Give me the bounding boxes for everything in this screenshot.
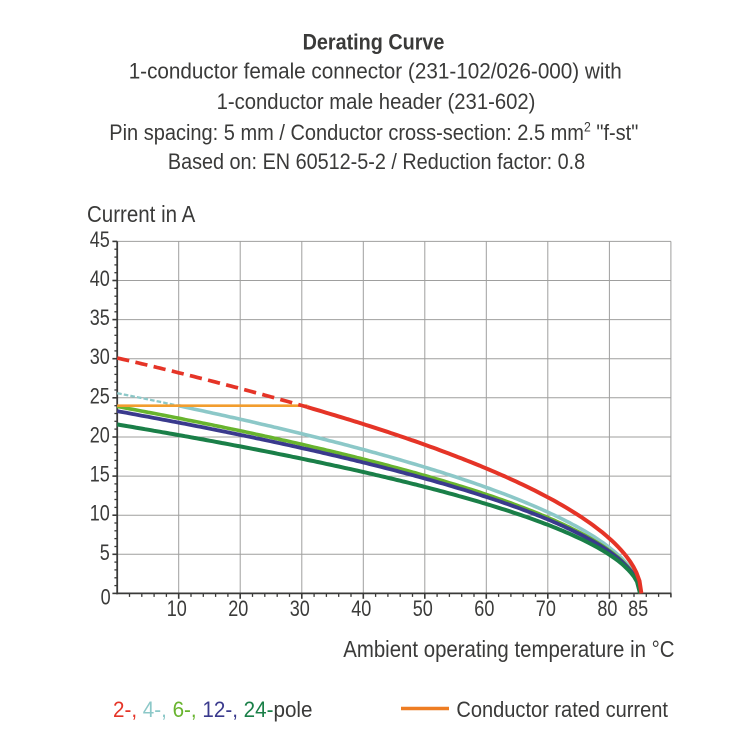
svg-text:Conductor rated current: Conductor rated current <box>456 698 668 722</box>
svg-text:30: 30 <box>290 597 310 621</box>
svg-text:10: 10 <box>167 597 187 621</box>
svg-text:50: 50 <box>413 597 433 621</box>
svg-text:Derating Curve: Derating Curve <box>303 31 445 55</box>
svg-text:45: 45 <box>90 228 110 252</box>
svg-text:25: 25 <box>90 385 110 409</box>
svg-text:5: 5 <box>100 541 110 565</box>
svg-text:15: 15 <box>90 463 110 487</box>
svg-text:Current in A: Current in A <box>87 201 196 228</box>
svg-text:Ambient operating temperature: Ambient operating temperature in °C <box>343 636 674 663</box>
svg-text:1-conductor female connector (: 1-conductor female connector (231-102/02… <box>129 59 622 84</box>
svg-text:10: 10 <box>90 502 110 526</box>
svg-text:40: 40 <box>90 267 110 291</box>
svg-text:Based on: EN 60512-5-2 / Reduc: Based on: EN 60512-5-2 / Reduction facto… <box>168 150 585 174</box>
svg-text:Pin spacing: 5 mm / Conductor: Pin spacing: 5 mm / Conductor cross-sect… <box>109 119 638 146</box>
svg-text:20: 20 <box>228 597 248 621</box>
svg-text:70: 70 <box>536 597 556 621</box>
svg-text:1-conductor male header (231-6: 1-conductor male header (231-602) <box>217 90 536 114</box>
svg-text:60: 60 <box>474 597 494 621</box>
svg-text:20: 20 <box>90 424 110 448</box>
svg-text:35: 35 <box>90 307 110 331</box>
svg-text:2-, 4-, 6-, 12-, 24-pole: 2-, 4-, 6-, 12-, 24-pole <box>113 697 312 722</box>
svg-text:80: 80 <box>597 597 617 621</box>
svg-text:85: 85 <box>628 597 648 621</box>
svg-text:0: 0 <box>101 586 111 610</box>
svg-text:40: 40 <box>351 597 371 621</box>
svg-text:30: 30 <box>90 346 110 370</box>
